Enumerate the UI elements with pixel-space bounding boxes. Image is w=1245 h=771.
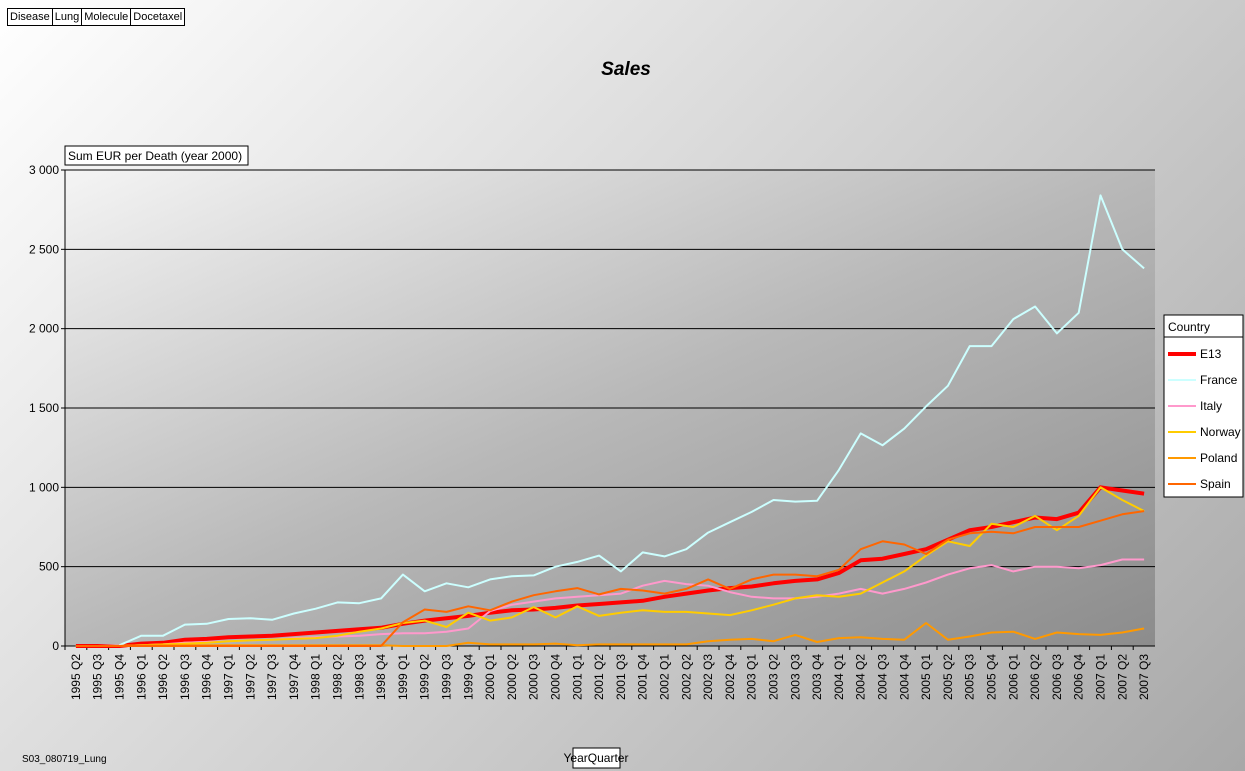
y-tick-label: 2 500: [29, 242, 59, 256]
x-tick-label: 1997 Q4: [287, 654, 301, 700]
filters: Disease Lung Molecule Docetaxel: [7, 8, 186, 26]
x-tick-label: 1999 Q4: [461, 654, 475, 700]
legend-label: Poland: [1200, 451, 1237, 465]
x-tick-label: 1998 Q1: [309, 654, 323, 700]
y-tick-label: 500: [39, 560, 59, 574]
y-axis-label: Sum EUR per Death (year 2000): [68, 149, 242, 163]
series-line: [75, 486, 1145, 647]
x-axis-label: YearQuarter: [564, 751, 629, 765]
x-tick-label: 1995 Q3: [91, 654, 105, 700]
y-tick-label: 1 000: [29, 480, 59, 494]
x-tick-label: 1996 Q1: [134, 654, 148, 700]
x-tick-label: 2001 Q4: [636, 654, 650, 700]
x-tick-label: 2001 Q3: [614, 654, 628, 700]
x-tick-label: 1998 Q2: [331, 654, 345, 700]
x-tick-label: 2003 Q4: [810, 654, 824, 700]
x-tick-label: 1996 Q3: [178, 654, 192, 700]
x-tick-label: 2006 Q3: [1050, 654, 1064, 700]
legend-box: [1163, 336, 1244, 498]
x-tick-label: 2003 Q2: [767, 654, 781, 700]
x-tick-label: 2002 Q2: [679, 654, 693, 700]
x-tick-label: 2005 Q2: [941, 654, 955, 700]
x-tick-label: 2003 Q1: [745, 654, 759, 700]
x-tick-label: 1996 Q4: [200, 654, 214, 700]
x-tick-label: 2007 Q3: [1137, 654, 1151, 700]
legend-label: Spain: [1200, 477, 1231, 491]
series-line: [75, 485, 1145, 648]
legend-title: Country: [1168, 320, 1210, 334]
x-tick-label: 2001 Q1: [570, 654, 584, 700]
x-tick-label: 2000 Q4: [549, 654, 563, 700]
legend-label: E13: [1200, 347, 1222, 361]
x-tick-label: 1999 Q1: [396, 654, 410, 700]
x-tick-label: 1997 Q2: [243, 654, 257, 700]
y-tick-label: 2 000: [29, 322, 59, 336]
filter-field: Lung: [51, 8, 83, 26]
x-tick-label: 2002 Q4: [723, 654, 737, 700]
filter-field: Docetaxel: [130, 8, 186, 26]
x-tick-label: 2007 Q1: [1094, 654, 1108, 700]
x-tick-label: 1998 Q3: [352, 654, 366, 700]
y-tick-label: 0: [52, 639, 59, 653]
x-tick-label: 1997 Q3: [265, 654, 279, 700]
x-tick-label: 2006 Q1: [1006, 654, 1020, 700]
y-label-box: [64, 145, 249, 166]
x-tick-label: 2005 Q3: [963, 654, 977, 700]
y-tick-label: 1 500: [29, 401, 59, 415]
chart-title: Sales: [601, 59, 651, 80]
x-tick-label: 1999 Q3: [440, 654, 454, 700]
x-tick-label: 2004 Q4: [897, 654, 911, 700]
x-tick-label: 2006 Q4: [1072, 654, 1086, 700]
x-tick-label: 2005 Q4: [985, 654, 999, 700]
y-tick-label: 3 000: [29, 163, 59, 177]
x-tick-label: 1999 Q2: [418, 654, 432, 700]
x-tick-label: 2004 Q3: [876, 654, 890, 700]
legend-label: Italy: [1200, 399, 1222, 413]
filter-field: Molecule: [81, 8, 132, 26]
x-tick-label: 2000 Q2: [505, 654, 519, 700]
x-tick-label: 2002 Q1: [658, 654, 672, 700]
x-tick-label: 2000 Q3: [527, 654, 541, 700]
x-tick-label: 2003 Q3: [788, 654, 802, 700]
series-line: [75, 194, 1145, 647]
x-tick-label: 1997 Q1: [222, 654, 236, 700]
x-tick-label: 1995 Q2: [69, 654, 83, 700]
x-tick-label: 2000 Q1: [483, 654, 497, 700]
x-tick-label: 2007 Q2: [1115, 654, 1129, 700]
x-tick-label: 2001 Q2: [592, 654, 606, 700]
legend-label: Norway: [1200, 425, 1241, 439]
x-tick-label: 2004 Q2: [854, 654, 868, 700]
x-label-box: [572, 747, 621, 769]
x-tick-label: 2004 Q1: [832, 654, 846, 700]
legend: Country E13 France Italy Norway Poland Spain: [1163, 314, 1244, 498]
filter-field: Disease: [7, 8, 53, 26]
series-line: [75, 510, 1145, 647]
x-tick-label: 1998 Q4: [374, 654, 388, 700]
footer: S03_080719_Lung: [22, 754, 107, 765]
x-tick-label: 1995 Q4: [113, 654, 127, 700]
x-tick-label: 2006 Q2: [1028, 654, 1042, 700]
x-tick-label: 1996 Q2: [156, 654, 170, 700]
legend-label: France: [1200, 373, 1238, 387]
x-tick-label: 2005 Q1: [919, 654, 933, 700]
x-tick-label: 2002 Q3: [701, 654, 715, 700]
